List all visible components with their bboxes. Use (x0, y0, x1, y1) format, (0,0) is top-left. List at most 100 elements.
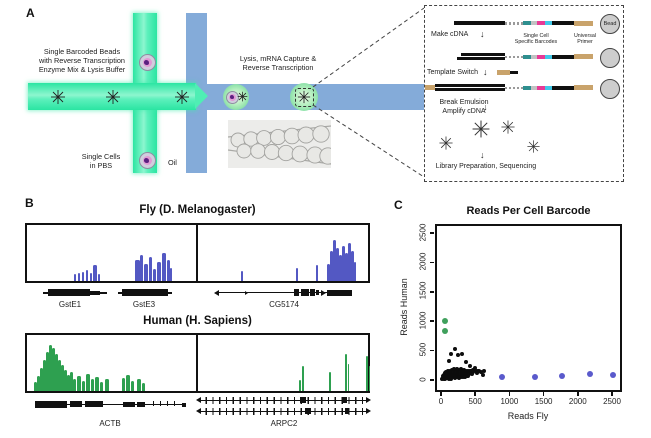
primer-annotation: Universal Primer (573, 33, 597, 46)
cdna-asterisk-icon (501, 120, 515, 134)
barcode-primer-strip (523, 54, 593, 60)
y-tick (430, 349, 434, 352)
down-arrow-icon: ↓ (480, 29, 485, 39)
fly-coverage-track-left (27, 225, 196, 281)
bead-asterisk-icon (106, 90, 120, 104)
y-tick (430, 320, 434, 322)
y-tick (430, 232, 434, 234)
barcode-primer-strip (523, 85, 593, 91)
panel-b-label: B (25, 196, 34, 210)
cells-inlet-label: Single Cells in PBS (81, 152, 121, 171)
gene-label-gste1: GstE1 (58, 300, 82, 309)
cdna-strand (457, 57, 505, 60)
y-tick-label: 0 (418, 376, 428, 382)
scatter-point-mixed-low-count-barcodes (456, 352, 461, 357)
y-tick-label: 2500 (418, 223, 428, 241)
down-arrow-icon: ↓ (483, 102, 488, 112)
gene-model-gste3-exon (122, 288, 168, 296)
y-tick (430, 379, 434, 381)
single-cell (139, 152, 156, 169)
y-tick (430, 291, 434, 293)
x-tick (474, 392, 476, 396)
zoom-dashed-outline (295, 88, 314, 107)
x-tick-label: 2500 (603, 397, 621, 406)
cdna-strand (461, 53, 505, 56)
gene-model-arpc2-exon (345, 408, 349, 414)
y-tick-label: 500 (418, 342, 428, 357)
gene-label-actb: ACTB (99, 419, 121, 428)
droplet-microscopy-image (228, 120, 331, 168)
gene-strand-arrow (366, 397, 371, 403)
fly-coverage-track-right (198, 225, 368, 281)
human-section-title: Human (H. Sapiens) (143, 315, 252, 327)
gene-model-gste1-exon (48, 288, 90, 296)
panel-c-label: C (394, 198, 403, 212)
track-divider (196, 335, 198, 391)
droplet-bead-icon (297, 90, 311, 104)
scatter-point-mixed-low-count-barcodes (470, 367, 475, 372)
step-library: Library Preparation, Sequencing (435, 163, 537, 170)
gene-model-actb-exon (70, 401, 82, 407)
gene-model-actb-exon (123, 401, 135, 407)
cdna-asterisk-icon (472, 120, 490, 138)
scatter-point-mixed-low-count-barcodes (445, 368, 450, 373)
workflow-box: Bead Make cDNA ↓ Single Cell Specific Bar… (424, 5, 624, 182)
cdna-strand (454, 21, 505, 25)
x-tick (440, 392, 442, 396)
scatter-point-human-dominant-barcodes (441, 318, 448, 325)
gene-model-cg5174-exon (327, 289, 352, 296)
gene-strand-arrow (245, 290, 248, 295)
scatter-point-mixed-low-count-barcodes (472, 366, 477, 371)
y-tick-label: 1500 (418, 281, 428, 300)
cdna-strand (435, 84, 505, 87)
scatter-point-human-dominant-barcodes (442, 327, 449, 334)
step-break-emulsion: Break Emulsion Amplify cDNA (439, 99, 489, 115)
x-tick-label: 0 (438, 397, 444, 406)
gene-label-cg5174: CG5174 (269, 300, 299, 309)
scatter-point-mixed-low-count-barcodes (479, 370, 483, 375)
gene-label-gste3: GstE3 (132, 300, 156, 309)
human-track-box (25, 333, 370, 393)
gene-model-actb-exon (137, 401, 145, 407)
gene-model-arpc2-ticks1 (200, 396, 366, 404)
single-cell (139, 54, 156, 71)
gene-model-gste1-utr (90, 290, 100, 295)
scatter-point-fly-dominant-barcodes (587, 370, 594, 377)
gene-model-cg5174-exon (310, 289, 315, 296)
cdna-asterisk-icon (527, 140, 540, 153)
droplet-caption: Lysis, mRNA Capture & Reverse Transcript… (239, 54, 317, 73)
y-tick (430, 261, 434, 264)
track-divider (196, 225, 198, 281)
down-arrow-icon: ↓ (483, 67, 488, 77)
polyA-dashes (505, 55, 523, 58)
scatter-title: Reads Per Cell Barcode (466, 205, 591, 217)
scatter-point-fly-dominant-barcodes (532, 374, 539, 381)
y-tick-label: 2000 (418, 252, 428, 271)
scatter-point-mixed-low-count-barcodes (463, 359, 468, 364)
human-coverage-track-left (27, 335, 196, 391)
scatter-point-fly-dominant-barcodes (559, 372, 566, 379)
scatter-point-mixed-low-count-barcodes (466, 374, 471, 379)
y-axis-label: Reads Human (399, 278, 409, 336)
bead-asterisk-icon (175, 90, 189, 104)
x-tick-label: 2000 (568, 397, 587, 406)
polyA-dashes (505, 22, 523, 25)
gene-model-arpc2-ticks2 (200, 407, 366, 415)
barcode-annotation: Single Cell Specific Barcodes (514, 33, 558, 46)
bead-asterisk-icon (51, 90, 65, 104)
scatter-point-mixed-low-count-barcodes (480, 372, 485, 377)
gene-model-actb-ticks (147, 401, 181, 406)
template-switch-oligo (497, 70, 510, 75)
gene-model-cg5174-exon (316, 290, 319, 295)
scatter-point-fly-dominant-barcodes (498, 374, 505, 381)
scatter-point-mixed-low-count-barcodes (474, 370, 479, 375)
gene-model-actb-exon (85, 401, 103, 407)
gene-strand-arrow (214, 289, 219, 296)
bead-circle: Bead (600, 14, 620, 34)
gene-label-arpc2: ARPC2 (270, 419, 298, 428)
gene-model-cg5174-exon (294, 289, 299, 296)
gene-strand-arrow (196, 408, 201, 414)
x-tick (577, 392, 579, 396)
scatter-point-mixed-low-count-barcodes (471, 370, 476, 375)
